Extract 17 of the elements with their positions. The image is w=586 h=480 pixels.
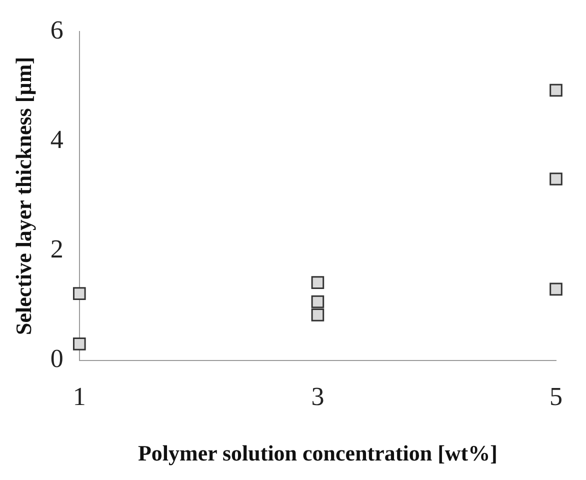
y-tick-label: 2 [50, 234, 64, 264]
x-tick-label: 1 [72, 382, 86, 411]
y-tick-label: 4 [50, 125, 64, 154]
point [550, 282, 562, 296]
point [72, 338, 86, 350]
point [311, 295, 324, 308]
point [72, 287, 86, 300]
point [311, 308, 324, 322]
x-tick-label: 3 [311, 382, 324, 411]
x-axis-title: Polymer solution concentration [wt%] [138, 440, 498, 466]
y-axis-title: Selective layer thickness [µm] [10, 56, 36, 336]
point [550, 84, 562, 97]
y-tick-label: 6 [50, 15, 64, 44]
point [550, 172, 562, 186]
point [311, 276, 324, 289]
x-tick-label: 5 [550, 382, 562, 411]
y-tick-label: 0 [50, 344, 64, 374]
